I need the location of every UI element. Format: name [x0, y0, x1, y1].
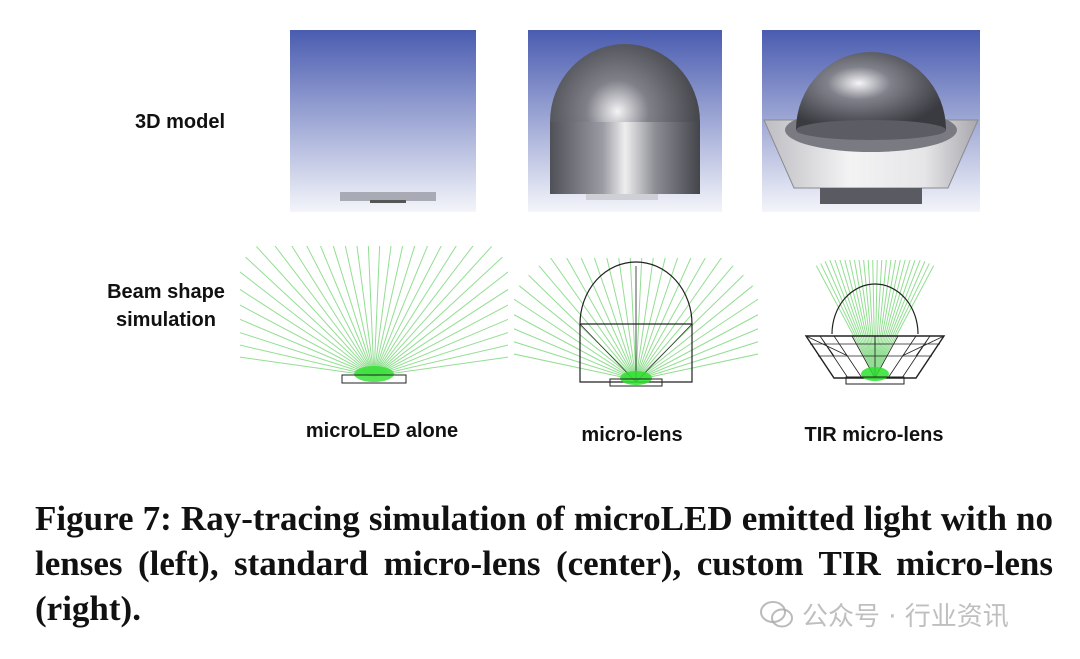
figure-caption: Figure 7: Ray-tracing simulation of micr… [35, 499, 1053, 628]
beam-sim-tir-micro-lens [804, 260, 946, 385]
beam-sim-microled-alone [240, 246, 508, 384]
column-label-tir-micro-lens: TIR micro-lens [804, 424, 944, 446]
row-label-beam-shape: Beam shape simulation [92, 278, 240, 334]
model-micro-lens [528, 30, 722, 212]
row-label-3d-model: 3D model [134, 111, 226, 133]
wechat-icon [760, 600, 793, 627]
beam-sim-micro-lens [514, 258, 758, 387]
row-label-beam-line1: Beam shape [107, 281, 225, 303]
column-label-microled-alone: microLED alone [305, 420, 459, 442]
model-microled-alone [290, 30, 476, 212]
watermark-text: 公众号 · 行业资讯 [802, 602, 1009, 632]
model-tir-micro-lens [762, 30, 980, 212]
column-label-micro-lens: micro-lens [581, 424, 683, 446]
watermark: 公众号 · 行业资讯 [760, 596, 1009, 633]
row-label-beam-line2: simulation [115, 309, 216, 331]
